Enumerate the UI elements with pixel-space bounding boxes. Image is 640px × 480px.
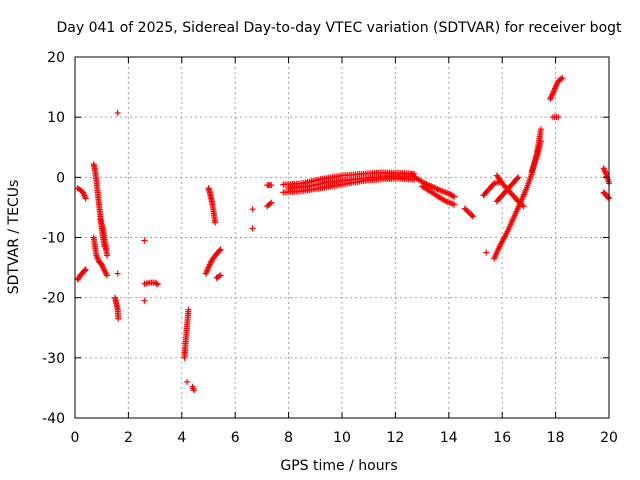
x-tick-label: 18 <box>547 430 565 446</box>
data-point <box>141 237 148 244</box>
x-tick-label: 6 <box>231 430 240 446</box>
data-point <box>216 247 223 254</box>
data-point <box>81 267 88 274</box>
data-point <box>115 315 122 322</box>
data-point <box>212 219 219 226</box>
data-point <box>154 281 161 288</box>
data-point <box>451 193 458 200</box>
data-point <box>184 378 191 385</box>
y-tick-label: -30 <box>42 351 65 367</box>
data-point <box>537 138 544 145</box>
data-point <box>104 272 111 279</box>
data-point <box>405 174 412 181</box>
data-point <box>469 213 476 220</box>
x-tick-label: 8 <box>284 430 293 446</box>
x-tick-label: 20 <box>600 430 618 446</box>
data-point <box>114 109 121 116</box>
data-point <box>559 75 566 82</box>
data-point <box>449 192 456 199</box>
x-tick-label: 4 <box>177 430 186 446</box>
x-tick-label: 12 <box>386 430 404 446</box>
data-point <box>82 195 89 202</box>
data-point <box>468 212 475 219</box>
y-tick-label: -40 <box>42 411 65 427</box>
data-point <box>557 76 564 83</box>
y-tick-label: 20 <box>47 50 65 66</box>
data-point <box>249 206 256 213</box>
x-axis-label: GPS time / hours <box>280 458 397 474</box>
data-point <box>451 201 458 208</box>
data-point <box>104 252 111 259</box>
x-tick-label: 2 <box>124 430 133 446</box>
y-tick-label: -10 <box>42 231 65 247</box>
data-point <box>537 126 544 133</box>
data-point <box>216 273 223 280</box>
data-points <box>74 75 612 394</box>
chart-title: Day 041 of 2025, Sidereal Day-to-day VTE… <box>56 20 622 36</box>
x-tick-label: 0 <box>71 430 80 446</box>
x-tick-labels: 0 2 4 6 8 10 12 14 16 18 20 <box>71 430 618 446</box>
x-tick-label: 10 <box>333 430 351 446</box>
data-point <box>519 202 526 209</box>
x-tick-label: 14 <box>440 430 458 446</box>
data-point <box>82 266 89 273</box>
y-axis-label: SDTVAR / TECUs <box>6 180 22 295</box>
y-tick-label: 10 <box>47 110 65 126</box>
y-tick-label: 0 <box>56 170 65 186</box>
data-point <box>520 203 527 210</box>
data-point <box>217 272 224 279</box>
data-point <box>515 174 522 181</box>
data-point <box>114 270 121 277</box>
data-point <box>141 297 148 304</box>
data-point <box>249 225 256 232</box>
data-point <box>266 200 273 207</box>
data-point <box>268 182 275 189</box>
x-tick-label: 16 <box>493 430 511 446</box>
data-point <box>153 280 160 287</box>
data-point <box>217 246 224 253</box>
data-point <box>185 306 192 313</box>
data-point <box>483 249 490 256</box>
data-point <box>514 175 521 182</box>
data-point <box>605 194 612 201</box>
grid-lines <box>75 57 609 418</box>
y-tick-labels: -40 -30 -20 -10 0 10 20 <box>42 50 65 427</box>
data-point <box>190 387 197 394</box>
data-point <box>555 114 562 121</box>
y-tick-label: -20 <box>42 291 65 307</box>
data-point <box>268 199 275 206</box>
axis-ticks <box>74 56 610 419</box>
